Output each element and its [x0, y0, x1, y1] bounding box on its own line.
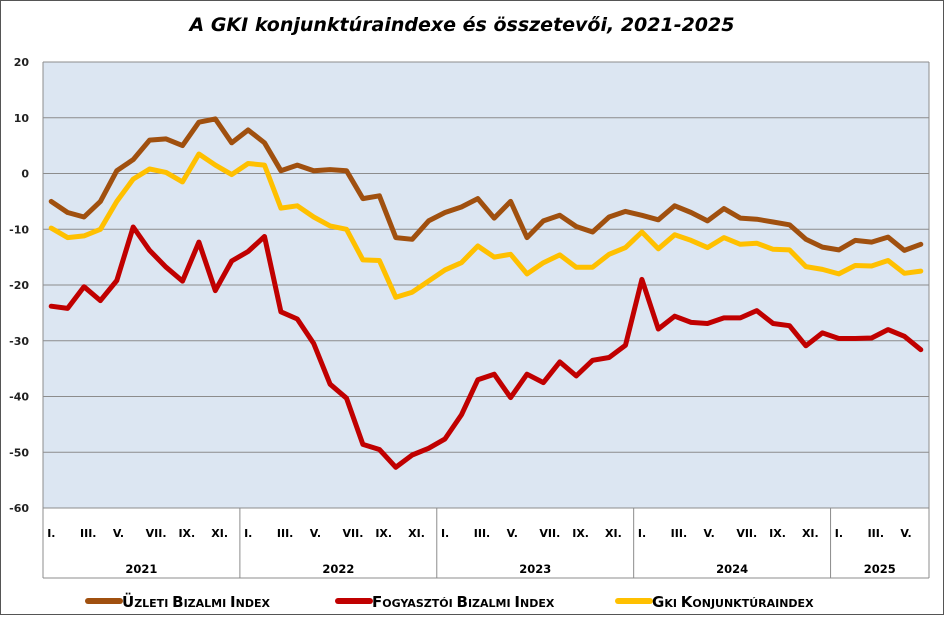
x-tick-label: IX.	[572, 527, 589, 540]
y-tick-label: -40	[9, 391, 29, 404]
x-axis: I. III. V. VII. IX. XI. 2021 I. III. V. VII. IX. XI.…	[42, 62, 930, 579]
y-axis: 20 10 0 -10 -20 -30 -40 -50 -60	[9, 56, 29, 515]
year-label: 2023	[519, 562, 551, 576]
legend-label-fogyaszt-i-bizalmi-index: FOGYASZTÓI BIZALMI INDEX	[372, 593, 555, 611]
x-tick-label: VII.	[539, 527, 560, 540]
x-tick-label: I.	[638, 527, 646, 540]
legend-label-zleti-bizalmi-index: ÜZLETI BIZALMI INDEX	[122, 592, 270, 611]
y-tick-label: 10	[14, 112, 30, 125]
x-tick-label: III.	[474, 527, 490, 540]
y-tick-label: 20	[14, 56, 30, 69]
x-tick-label: I.	[244, 527, 252, 540]
series-line-fogyaszt-i-bizalmi-index	[48, 224, 924, 470]
series-layer	[48, 116, 924, 470]
year-label: 2021	[125, 562, 157, 576]
x-tick-label: I.	[835, 527, 843, 540]
x-tick-label: XI.	[802, 527, 819, 540]
x-tick-label: III.	[277, 527, 293, 540]
x-tick-label: III.	[868, 527, 884, 540]
x-tick-label: XI.	[605, 527, 622, 540]
y-tick-label: -10	[9, 223, 29, 236]
series-line-gki-konjunkt-raindex	[48, 151, 924, 300]
x-tick-label: III.	[671, 527, 687, 540]
y-tick-label: 0	[21, 168, 29, 181]
x-tick-label: III.	[80, 527, 96, 540]
x-tick-label: XI.	[408, 527, 425, 540]
year-label: 2022	[322, 562, 354, 576]
x-tick-label: I.	[441, 527, 449, 540]
x-tick-label: V.	[310, 527, 321, 540]
year-label: 2024	[716, 562, 748, 576]
x-tick-label: VII.	[343, 527, 364, 540]
series-line-zleti-bizalmi-index	[48, 116, 924, 253]
legend-label-gki-konjunkt-raindex: GKI KONJUNKTÚRAINDEX	[652, 593, 814, 611]
x-tick-label: IX.	[375, 527, 392, 540]
x-tick-label: VII.	[736, 527, 757, 540]
x-tick-label: IX.	[178, 527, 195, 540]
legend: ÜZLETI BIZALMI INDEX FOGYASZTÓI BIZALMI I…	[85, 592, 814, 611]
year-label: 2025	[864, 562, 896, 576]
x-tick-label: V.	[900, 527, 911, 540]
x-tick-label: V.	[113, 527, 124, 540]
y-tick-label: -30	[9, 335, 29, 348]
x-tick-label: VII.	[146, 527, 167, 540]
y-tick-label: -50	[9, 446, 29, 459]
chart-title: A GKI konjunktúraindexe és összetevői, 2…	[189, 14, 735, 36]
y-tick-label: -20	[9, 279, 29, 292]
y-tick-label: -60	[9, 502, 29, 515]
gridlines	[43, 61, 929, 509]
x-tick-label: IX.	[769, 527, 786, 540]
x-tick-label: V.	[507, 527, 518, 540]
x-tick-label: XI.	[211, 527, 228, 540]
x-tick-label: I.	[47, 527, 55, 540]
x-tick-label: V.	[704, 527, 715, 540]
